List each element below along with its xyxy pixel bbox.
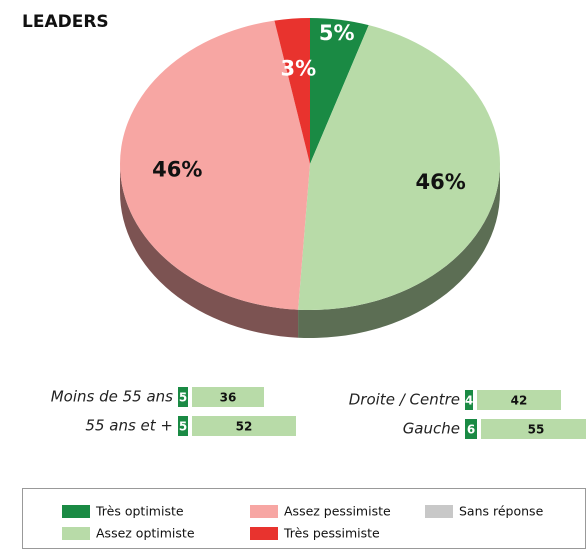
legend-swatch [62, 505, 90, 518]
legend-label: Très pessimiste [283, 526, 380, 541]
legend-swatch [250, 527, 278, 540]
breakdown-bar [192, 387, 264, 407]
breakdown-value: 42 [511, 394, 528, 408]
legend-swatch [250, 505, 278, 518]
breakdown-bar [465, 419, 477, 439]
breakdown-value: 5 [179, 420, 187, 434]
breakdown-value: 6 [467, 423, 475, 437]
breakdown-bar [481, 419, 586, 439]
slice-label: 46% [416, 170, 466, 194]
group-label: 55 ans et + [85, 417, 173, 435]
slice-side [120, 164, 299, 338]
legend-swatch [62, 527, 90, 540]
breakdown-bar [465, 390, 473, 410]
breakdown-value: 4 [465, 394, 473, 408]
slice-label: 46% [152, 157, 202, 181]
legend-label: Assez pessimiste [284, 504, 391, 519]
slice-label: 5% [319, 21, 355, 45]
breakdown-bar [178, 416, 188, 436]
breakdown-value: 52 [236, 420, 253, 434]
breakdown-bar [192, 416, 296, 436]
legend-label: Très optimiste [95, 504, 184, 519]
breakdown-bar [178, 387, 188, 407]
pie-slice [274, 18, 310, 164]
chart-title: LEADERS [22, 12, 109, 32]
group-label: Droite / Centre [349, 391, 460, 409]
breakdown-value: 36 [220, 391, 237, 405]
group-label: Moins de 55 ans [51, 388, 173, 406]
slice-label: 3% [281, 57, 317, 81]
legend-label: Sans réponse [459, 504, 544, 519]
pie-slice [298, 25, 501, 311]
breakdown-bar [477, 390, 561, 410]
pie-slice [310, 18, 369, 164]
breakdown-value: 5 [179, 391, 187, 405]
group-label: Gauche [403, 420, 460, 438]
slice-side [298, 164, 501, 339]
legend-swatch [425, 505, 453, 518]
legend-label: Assez optimiste [96, 526, 195, 541]
breakdown-value: 55 [528, 423, 545, 437]
pie-slice [119, 20, 311, 310]
